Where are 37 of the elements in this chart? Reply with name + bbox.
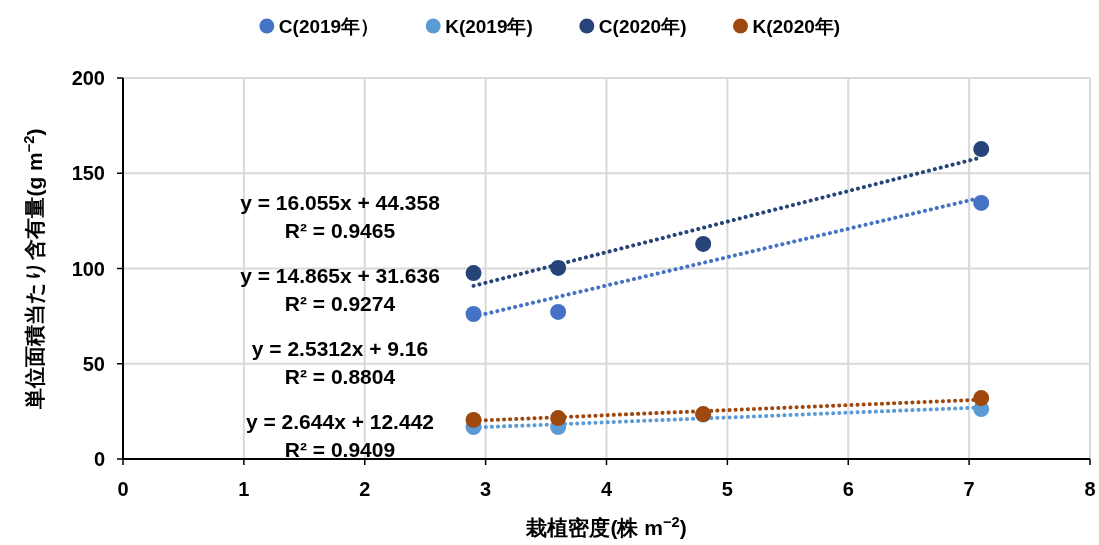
point xyxy=(695,235,712,252)
x-tick-label: 8 xyxy=(1084,478,1096,500)
point xyxy=(465,411,482,428)
point xyxy=(973,390,990,407)
annotation: R² = 0.9409 xyxy=(284,438,396,461)
x-tick-label: 6 xyxy=(842,478,854,500)
x-tick-label: 0 xyxy=(117,478,129,500)
legend-label: K(2019年) xyxy=(445,16,533,37)
annotation: R² = 0.9274 xyxy=(284,292,396,315)
annotation: R² = 0.9465 xyxy=(284,219,396,242)
y-tick-label: 200 xyxy=(71,67,105,89)
annotation: y = 2.644x + 12.442 xyxy=(245,410,435,433)
x-axis-title: 栽植密度(株 m$^{−2}$) xyxy=(525,514,687,539)
y-tick-label: 150 xyxy=(71,162,105,185)
x-tick-label: 4 xyxy=(600,478,613,500)
x-tick-label: 1 xyxy=(238,478,250,500)
x-tick-label: 3 xyxy=(480,478,492,500)
x-tick-label: 5 xyxy=(721,478,733,500)
legend-label: C(2019年） xyxy=(278,16,380,37)
point xyxy=(550,410,567,427)
point xyxy=(550,303,567,320)
x-tick-label: 2 xyxy=(359,478,371,500)
annotation: y = 2.5312x + 9.16 xyxy=(251,337,429,360)
point xyxy=(550,259,567,276)
annotation: y = 14.865x + 31.636 xyxy=(240,264,440,287)
y-tick-label: 0 xyxy=(93,448,105,470)
annotation: R² = 0.8804 xyxy=(284,365,396,388)
annotation: y = 16.055x + 44.358 xyxy=(240,191,441,214)
y-tick-label: 50 xyxy=(82,352,105,375)
legend-label: K(2020年) xyxy=(752,16,841,37)
legend-label: C(2020年) xyxy=(598,16,687,37)
y-tick-label: 100 xyxy=(71,257,105,280)
point xyxy=(973,141,990,158)
point xyxy=(465,265,482,282)
point xyxy=(973,194,990,211)
point xyxy=(465,306,482,323)
x-tick-label: 7 xyxy=(963,478,975,500)
